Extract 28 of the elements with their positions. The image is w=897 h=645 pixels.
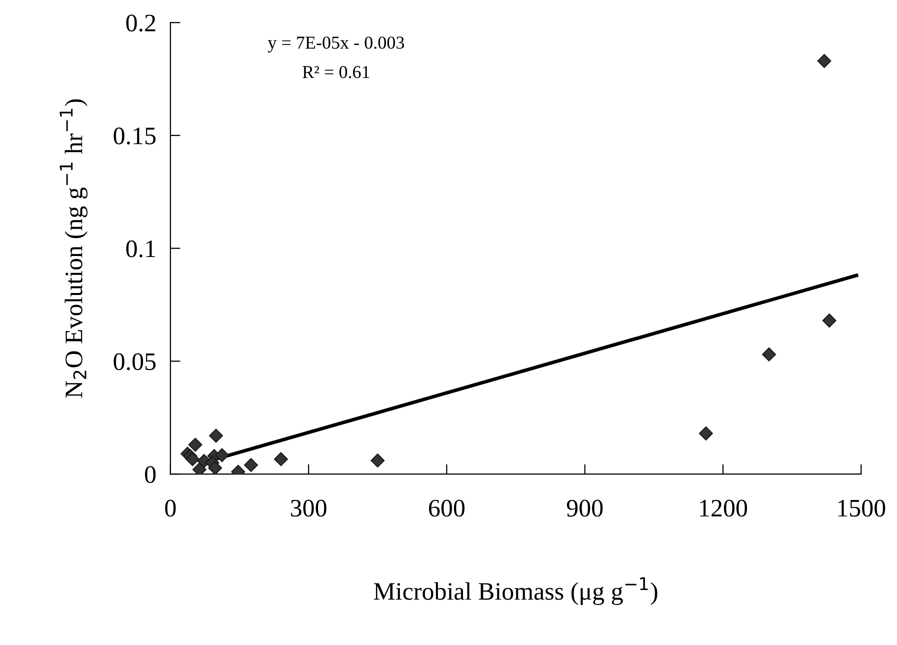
point bbox=[209, 428, 224, 443]
y-tick-label: 0.2 bbox=[126, 14, 156, 32]
x-tick-label: 600 bbox=[429, 500, 465, 517]
point bbox=[698, 426, 713, 440]
point bbox=[822, 314, 836, 328]
point bbox=[274, 452, 288, 466]
x-axis-title: Microbial Biomass (μg g$^{−1}$) bbox=[374, 577, 658, 606]
x-tick-label: 0 bbox=[165, 500, 176, 517]
y-tick-label: 0.15 bbox=[114, 128, 156, 144]
point bbox=[186, 452, 200, 466]
y-axis-title: N$_{2}$O Evolution (ng g$^{−1}$ hr$^{−1}$) bbox=[60, 99, 88, 398]
annotation: R² = 0.61 bbox=[302, 66, 370, 78]
x-tick-label: 1500 bbox=[838, 500, 886, 517]
x-tick-label: 300 bbox=[291, 500, 326, 517]
x-tick-label: 900 bbox=[566, 500, 603, 517]
point bbox=[370, 454, 385, 468]
point bbox=[214, 448, 230, 462]
point bbox=[208, 460, 222, 474]
point bbox=[188, 438, 202, 452]
y-tick-label: 0.05 bbox=[114, 353, 156, 370]
annotation: y = 7E-05x - 0.003 bbox=[268, 36, 404, 52]
point bbox=[817, 54, 832, 68]
y-tick-label: 0.1 bbox=[126, 240, 156, 258]
point bbox=[244, 458, 258, 472]
y-tick-label: 0 bbox=[144, 466, 156, 483]
point bbox=[192, 462, 206, 474]
point bbox=[762, 347, 776, 362]
x-tick-label: 1200 bbox=[700, 500, 748, 517]
